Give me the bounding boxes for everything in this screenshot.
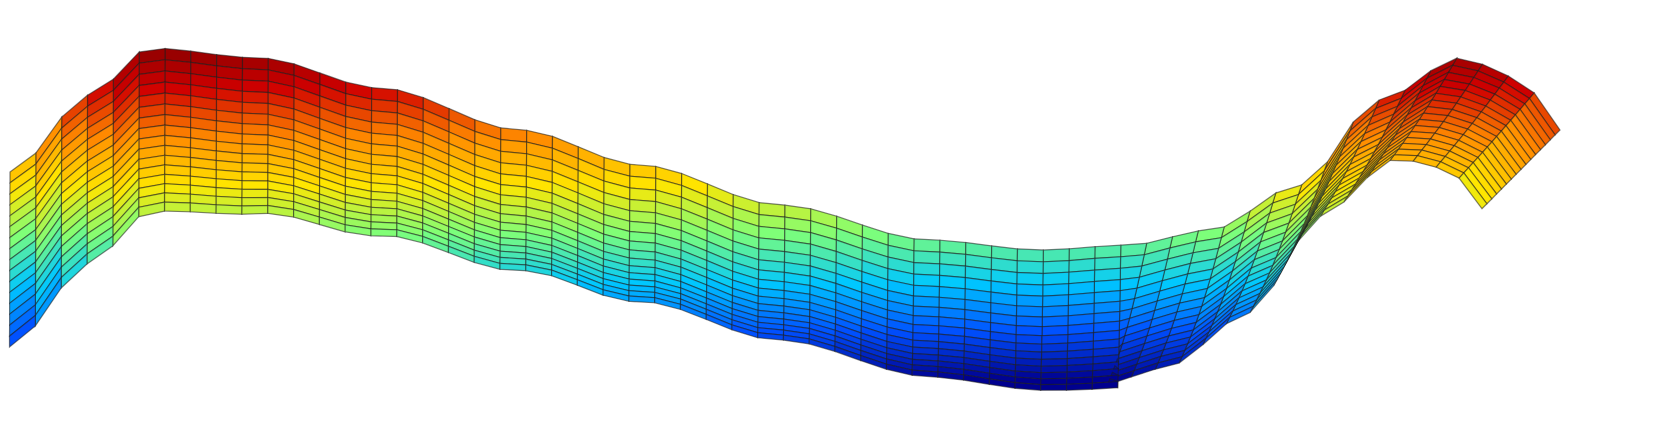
surface-facet xyxy=(1016,294,1044,308)
surface-facet xyxy=(1016,283,1044,297)
surface-facet xyxy=(628,295,656,304)
surface-facet xyxy=(241,79,269,94)
surface-facet xyxy=(1041,315,1069,328)
surface-facet xyxy=(241,180,269,191)
surface-facet xyxy=(1065,382,1093,391)
surface-facet xyxy=(912,295,940,309)
surface-facet xyxy=(1458,171,1488,210)
surface-facet xyxy=(913,273,941,288)
surface-facet xyxy=(8,314,37,349)
surface-facet xyxy=(1015,305,1044,318)
surface-facet xyxy=(1042,248,1070,263)
surface-facet xyxy=(163,201,191,213)
surface-facet xyxy=(163,192,192,204)
surface-facet xyxy=(1016,271,1044,286)
surface-facet xyxy=(913,261,941,277)
surface-facet xyxy=(241,188,269,199)
surface-facet xyxy=(1015,315,1043,328)
surface-facet xyxy=(241,123,269,136)
surface-facet xyxy=(1016,248,1044,263)
surface-facet xyxy=(1091,380,1119,390)
surface-facet xyxy=(215,204,243,215)
surface-facet xyxy=(370,228,398,238)
surface-facet xyxy=(1041,294,1070,308)
surface-mesh xyxy=(8,47,1561,391)
surface-facet xyxy=(241,68,269,82)
surface-facet xyxy=(241,196,269,207)
surface-facet xyxy=(1042,259,1070,275)
surface-facet xyxy=(241,162,269,174)
surface-facet xyxy=(241,101,269,115)
surface-facet xyxy=(499,262,527,272)
surface-facet xyxy=(1042,271,1070,286)
surface-facet xyxy=(241,133,269,146)
surface-facet xyxy=(1041,304,1069,318)
surface-facet xyxy=(912,284,941,298)
surface-facet xyxy=(913,238,941,253)
surface-facet xyxy=(1016,260,1044,275)
surface-facet xyxy=(241,171,269,182)
surface-facet xyxy=(241,56,269,71)
surface-facet xyxy=(1042,283,1070,297)
surface-facet xyxy=(911,369,939,378)
surface-facet xyxy=(1040,383,1068,391)
surface-facet xyxy=(1014,382,1042,391)
surface-facet xyxy=(913,250,941,265)
surface-facet xyxy=(241,204,269,215)
surface-facet xyxy=(189,202,217,214)
surface-facet xyxy=(241,143,269,156)
surface-facet xyxy=(1040,377,1068,386)
surface-facet xyxy=(241,90,269,105)
surface-facet xyxy=(241,112,269,126)
surface-facet xyxy=(241,152,269,165)
surface-facet xyxy=(1094,244,1122,260)
